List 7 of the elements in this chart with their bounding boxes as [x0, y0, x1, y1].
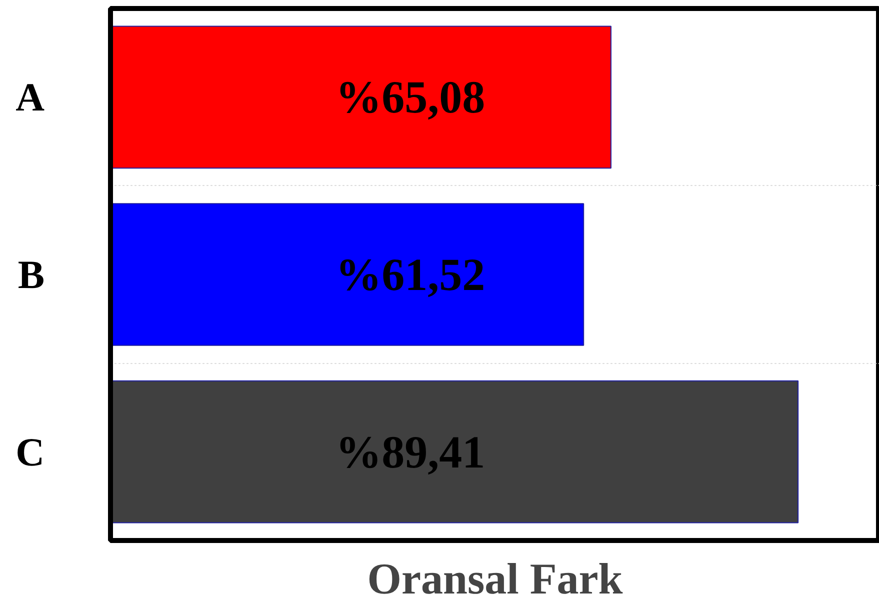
data-label: %65,08 — [336, 72, 486, 123]
data-label: %61,52 — [336, 249, 486, 300]
y-tick-label: C — [16, 429, 45, 474]
x-axis-title: Oransal Fark — [367, 554, 624, 604]
y-tick-label: A — [16, 74, 45, 120]
y-tick-label: B — [18, 252, 45, 297]
data-label: %89,41 — [336, 426, 486, 478]
